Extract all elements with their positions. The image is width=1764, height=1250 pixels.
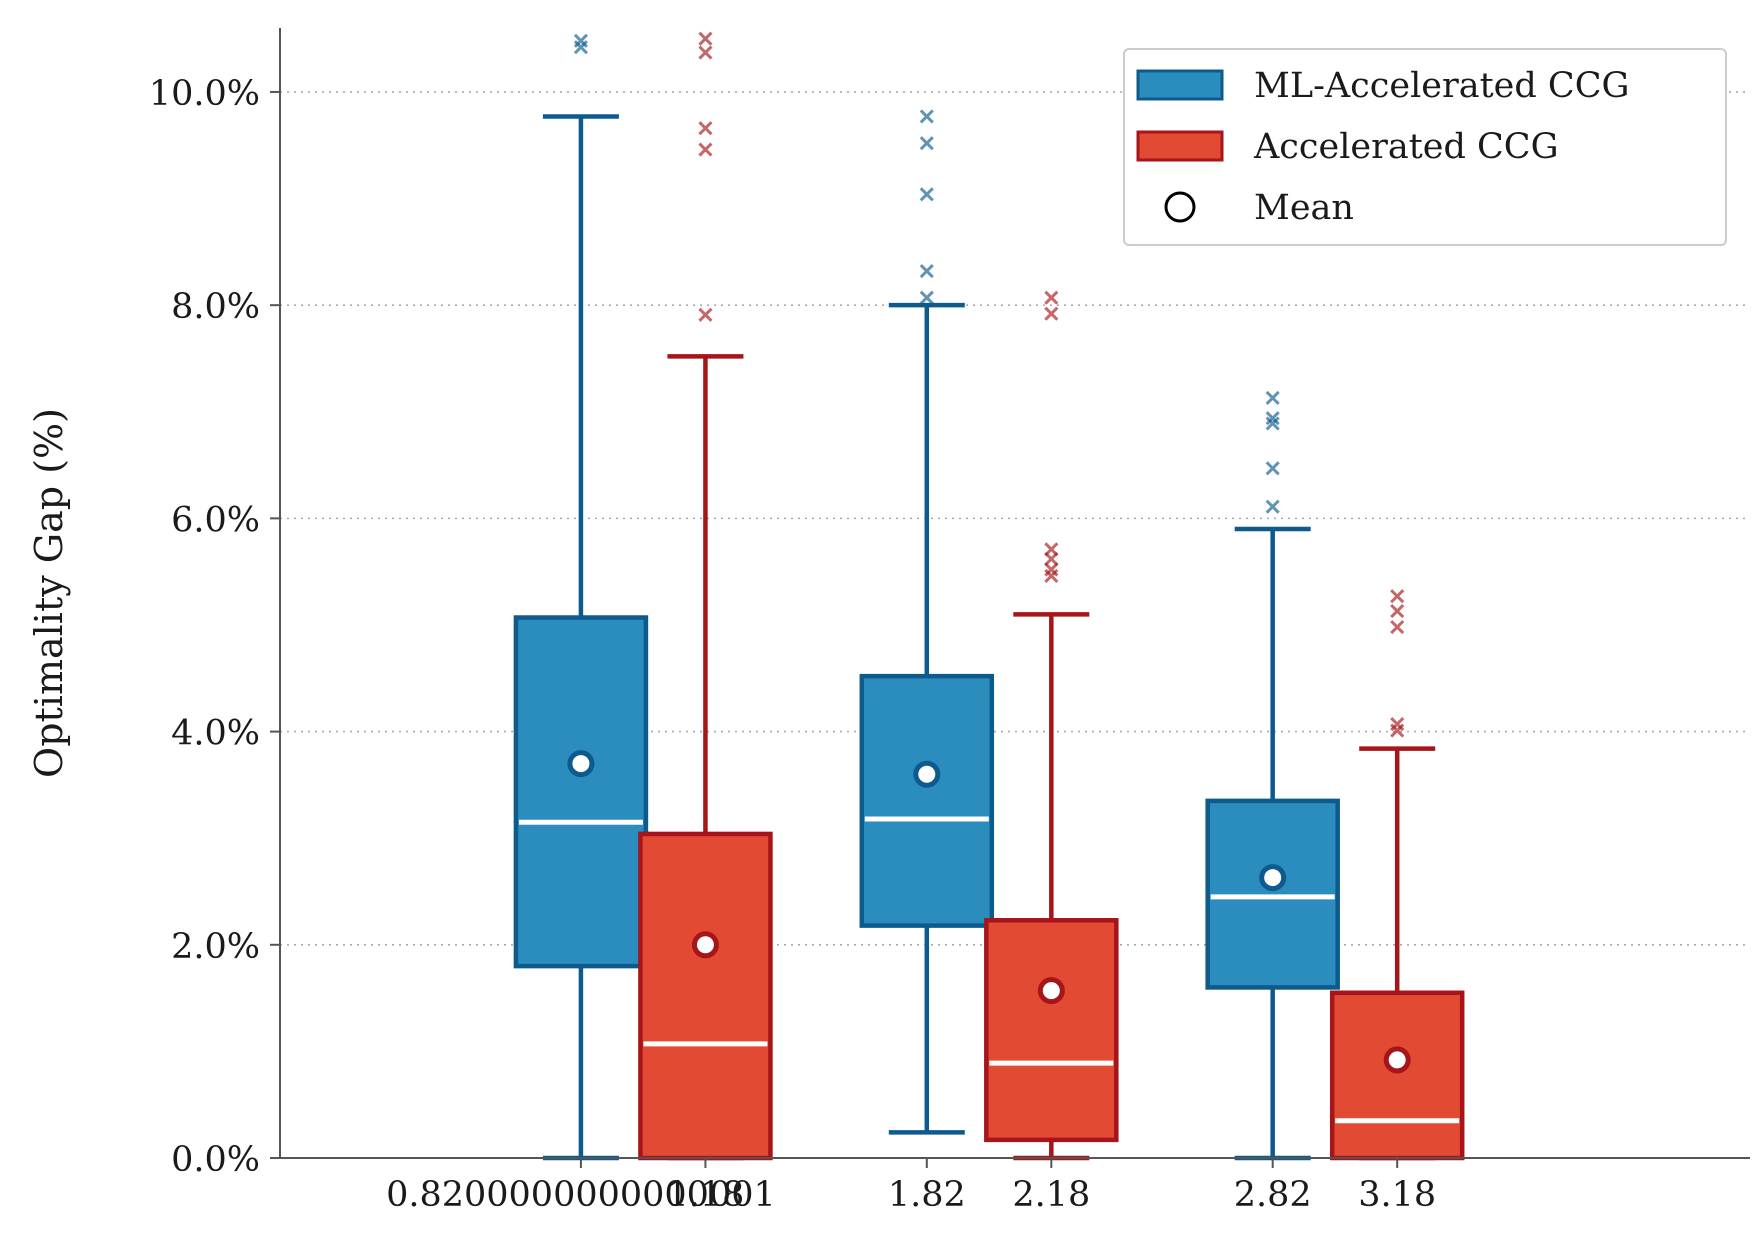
outlier-marker <box>919 263 934 279</box>
box-group <box>513 33 649 1161</box>
y-tick-label: 2.0% <box>171 927 260 967</box>
box-group <box>859 109 995 1135</box>
outlier-marker <box>1390 717 1405 732</box>
box-iqr <box>859 673 995 928</box>
box-iqr <box>1329 990 1465 1161</box>
outlier-marker <box>698 45 713 60</box>
x-tick-label: 1.82 <box>888 1175 966 1215</box>
outlier-marker <box>1044 290 1059 305</box>
x-tick-label: 1.18 <box>666 1175 744 1215</box>
y-tick-label: 8.0% <box>171 287 260 327</box>
outlier-marker <box>919 109 934 124</box>
outlier-marker <box>698 121 713 136</box>
outlier-marker <box>698 31 713 46</box>
legend-swatch <box>1136 130 1224 162</box>
outlier-marker <box>1265 390 1280 405</box>
box-iqr <box>984 918 1119 1143</box>
y-axis-label: Optimality Gap (%) <box>27 408 71 778</box>
mean-marker <box>691 931 719 959</box>
box-iqr <box>1205 798 1340 990</box>
outlier-marker <box>1390 604 1405 619</box>
legend-swatch <box>1136 69 1224 101</box>
y-tick-label: 0.0% <box>171 1140 260 1180</box>
mean-marker <box>913 760 941 788</box>
axes <box>279 28 1750 1159</box>
y-tick-label: 6.0% <box>171 500 260 540</box>
y-ticks: 0.0% 2.0% 4.0% 6.0% 8.0% 10.0% <box>149 74 280 1180</box>
mean-marker <box>1037 977 1065 1005</box>
box-group <box>1205 390 1340 1161</box>
outlier-marker <box>573 33 588 48</box>
box-iqr <box>638 831 773 1161</box>
outlier-marker <box>698 142 713 157</box>
legend-marker <box>1164 191 1196 223</box>
outlier-marker <box>1044 542 1059 557</box>
outlier-marker <box>919 136 934 151</box>
legend-frame <box>1123 48 1727 246</box>
mean-marker <box>1259 864 1287 892</box>
outlier-marker <box>1265 416 1280 431</box>
box-group <box>1329 589 1465 1161</box>
outlier-marker <box>919 290 934 305</box>
box-group <box>984 290 1119 1161</box>
mean-marker <box>1383 1046 1411 1074</box>
legend-label: Mean <box>1254 188 1354 228</box>
outlier-marker <box>919 187 934 202</box>
plot-area <box>513 31 1465 1161</box>
legend-label: ML-Accelerated CCG <box>1254 66 1629 106</box>
outlier-marker <box>1265 499 1280 514</box>
y-tick-label: 4.0% <box>171 714 260 754</box>
outlier-marker <box>1265 461 1280 476</box>
box-iqr <box>513 615 649 969</box>
x-tick-label: 3.18 <box>1358 1175 1436 1215</box>
x-tick-label: 0.8200000000000001 <box>386 1175 776 1215</box>
outlier-marker <box>1044 562 1059 577</box>
x-tick-label: 2.82 <box>1234 1175 1312 1215</box>
x-tick-label: 2.18 <box>1012 1175 1090 1215</box>
legend-label: Accelerated CCG <box>1253 127 1559 167</box>
outlier-marker <box>1390 589 1405 604</box>
outlier-marker <box>1265 411 1280 426</box>
outlier-marker <box>1390 620 1405 635</box>
outlier-marker <box>1044 306 1059 321</box>
y-tick-label: 10.0% <box>149 74 260 114</box>
mean-marker <box>567 750 595 778</box>
legend: ML-Accelerated CCG Accelerated CCG Mean <box>1123 48 1727 246</box>
outlier-marker <box>698 307 713 322</box>
box-group <box>638 31 773 1161</box>
